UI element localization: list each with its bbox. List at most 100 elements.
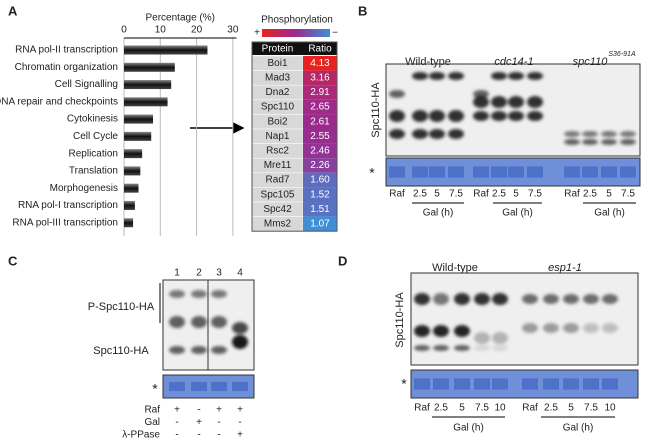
lane-label: 10 [494,403,506,414]
ratio-cell [303,187,337,202]
lane-label: 7.5 [528,189,542,200]
protein-name: Mre11 [264,160,292,171]
band [429,129,445,139]
band [454,325,470,337]
band [454,345,470,351]
strain-superscript: S36-91A [608,51,636,58]
lane-label: 5 [606,189,612,200]
ratio-value: 3.16 [310,73,330,84]
loading-band [620,166,636,178]
treatment-label: λ-PPase [122,430,160,441]
y-tick-label: RNA pol-III transcription [12,217,118,228]
loading-band [583,378,599,390]
band [414,293,430,305]
ratio-value: 1.60 [310,175,330,186]
bar [124,114,154,124]
loading-band [169,381,185,392]
ratio-value: 2.91 [310,87,330,98]
scale-plus: + [254,28,260,39]
loading-band [232,381,248,392]
treatment-sign: - [197,405,200,416]
band [602,323,618,333]
band [211,316,227,328]
protein-name: Boi2 [267,116,287,127]
ratio-cell [303,85,337,100]
band [492,293,508,305]
ratio-value: 2.65 [310,102,330,113]
band [211,346,227,354]
loading-band [492,378,508,390]
band [433,325,449,337]
treatment-sign: + [237,405,243,416]
bar [124,97,168,107]
x-tick-label: 0 [121,25,127,36]
band [564,131,580,137]
ratio-value: 2.55 [310,131,330,142]
ratio-cell [303,99,337,115]
y-tick-label: Cytokinesis [67,114,118,125]
band [169,346,185,354]
band [433,345,449,351]
ratio-cell [303,202,337,217]
band [602,294,618,304]
loading-band [508,166,524,178]
treatment-sign: - [175,417,178,428]
lane-label: 2.5 [492,189,506,200]
loading-label: * [369,165,375,181]
loading-band [433,378,449,390]
panel-label: C [8,253,18,268]
band [412,72,428,80]
band [522,294,538,304]
treatment-sign: - [217,417,220,428]
treatment-sign: - [217,430,220,441]
ratio-value: 2.46 [310,146,330,157]
bar [124,183,139,193]
ratio-value: 1.52 [310,189,330,200]
band [543,294,559,304]
loading-band [564,166,580,178]
band [232,322,248,334]
bands [414,293,618,351]
x-tick-label: 30 [227,25,239,36]
lane-label: 2.5 [434,403,448,414]
band [508,111,524,121]
loading-label: * [152,381,158,397]
band [412,129,428,139]
protein-name: Spc110 [261,102,295,113]
protein-name: Mms2 [264,219,292,230]
lane-label: 10 [604,403,616,414]
loading-label: * [401,376,407,392]
protein-name: Mad3 [265,73,290,84]
y-tick-label: Cell Cycle [73,131,118,142]
lane-label: 7.5 [475,403,489,414]
lane-label: 5 [568,403,574,414]
protein-name: Nap1 [266,131,290,142]
bands [169,290,248,354]
y-tick-label: Translation [69,166,118,177]
band [508,96,524,108]
band [491,96,507,108]
loading-band [473,166,489,178]
time-label: Gal (h) [502,208,533,219]
band-label: P-Spc110-HA [88,301,155,313]
ratio-cell [303,129,337,144]
lane-number: 1 [174,268,180,279]
band [474,332,490,344]
band [414,325,430,337]
band [527,96,543,108]
bar [124,149,143,159]
band [564,139,580,145]
strain-label: spc110 [573,56,609,68]
ratio-cell [303,172,337,188]
time-label: Gal (h) [594,208,625,219]
ratio-value: 1.07 [310,219,330,230]
lane-number: 3 [216,268,222,279]
loading-band [474,378,490,390]
band [412,110,428,122]
loading-band [602,378,618,390]
band [211,290,227,298]
band [563,294,579,304]
lane-label: Raf [389,189,405,200]
lane-label: Raf [564,189,580,200]
